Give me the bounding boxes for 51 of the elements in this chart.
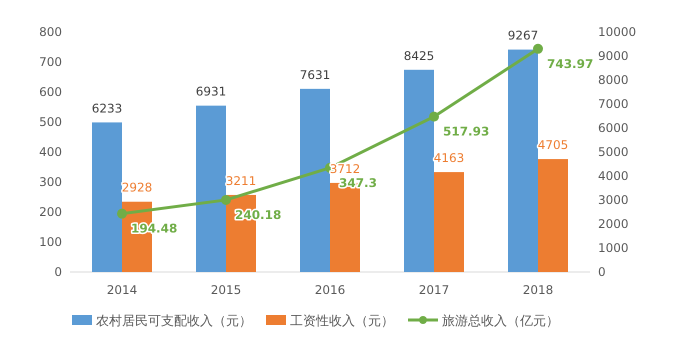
bar [434, 172, 464, 272]
data-label: 4705 [538, 138, 568, 152]
y-tick-label: 300 [39, 175, 62, 189]
y2-tick-label: 10000 [598, 25, 636, 39]
x-tick-label: 2017 [418, 283, 450, 297]
x-tick-label: 2015 [210, 283, 242, 297]
bar [300, 88, 330, 272]
bar [196, 106, 226, 272]
data-label: 4163 [434, 151, 464, 166]
data-label: 9267 [508, 28, 538, 43]
y2-tick-label: 2000 [598, 217, 629, 231]
y2-tick-label: 9000 [598, 49, 629, 63]
y2-tick-label: 6000 [598, 121, 629, 135]
data-label: 743.97 [547, 56, 594, 71]
bar [508, 50, 538, 272]
point [429, 112, 439, 122]
y-tick-label: 200 [39, 205, 62, 219]
bar [404, 70, 434, 272]
legend-label: 旅游总收入（亿元） [442, 314, 559, 329]
data-label: 2928 [122, 180, 152, 195]
y2-tick-label: 4000 [598, 169, 629, 183]
y2-tick-label: 0 [598, 265, 606, 279]
legend-label: 农村居民可支配收入（元） [96, 314, 252, 329]
y-tick-label: 600 [39, 85, 62, 99]
data-label: 7631 [300, 68, 330, 82]
data-label: 8425 [404, 48, 434, 63]
y-tick-label: 800 [39, 25, 62, 39]
point [533, 44, 543, 54]
data-label: 347.3 [339, 176, 377, 190]
x-tick-label: 2014 [106, 283, 138, 297]
point [117, 208, 127, 219]
data-label: 6931 [196, 84, 226, 99]
data-label: 3211 [226, 174, 256, 188]
bar [92, 122, 122, 272]
bar [538, 159, 568, 272]
y2-tick-label: 3000 [598, 193, 629, 207]
data-label: 517.93 [443, 124, 490, 139]
y-tick-label: 400 [39, 145, 62, 159]
y-tick-label: 700 [39, 55, 62, 69]
y-tick-label: 0 [54, 265, 62, 279]
y2-tick-label: 1000 [598, 241, 629, 255]
data-label: 6233 [92, 101, 122, 116]
legend-label: 工资性收入（元） [290, 314, 394, 329]
point [221, 194, 231, 205]
y-tick-label: 500 [39, 115, 62, 129]
y2-tick-label: 7000 [598, 97, 629, 111]
y-tick-label: 100 [39, 235, 62, 249]
y2-tick-label: 5000 [598, 145, 629, 159]
x-tick-label: 2016 [314, 283, 346, 297]
y2-tick-label: 8000 [598, 73, 629, 87]
x-tick-label: 2018 [522, 283, 554, 297]
